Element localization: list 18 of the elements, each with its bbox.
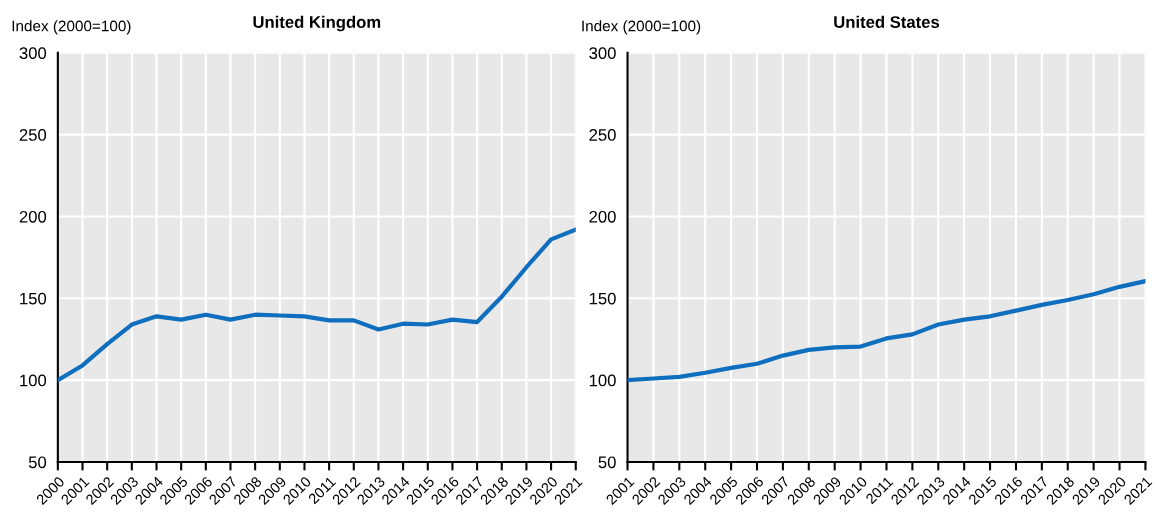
- line-series: [627, 279, 1146, 383]
- y-tick-label: 150: [589, 292, 616, 305]
- y-tick-label: 50: [598, 456, 616, 469]
- y-tick-label: 50: [28, 456, 47, 469]
- chart-title: United States: [834, 15, 940, 28]
- line-series: [57, 227, 576, 383]
- y-tick-label: 100: [20, 374, 47, 387]
- y-tick-label: 200: [19, 210, 47, 223]
- y-tick-label: 300: [19, 47, 47, 59]
- y-tick-label: 100: [589, 374, 616, 387]
- y-tick-label: 250: [589, 129, 616, 141]
- y-axis-title: Index (2000=100): [12, 20, 131, 35]
- y-tick-label: 300: [589, 47, 616, 59]
- y-tick-label: 250: [19, 129, 47, 141]
- y-tick-label: 200: [589, 210, 616, 223]
- chart-title: United Kingdom: [253, 15, 381, 32]
- y-tick-label: 150: [20, 292, 47, 305]
- y-axis-title: Index (2000=100): [582, 20, 701, 35]
